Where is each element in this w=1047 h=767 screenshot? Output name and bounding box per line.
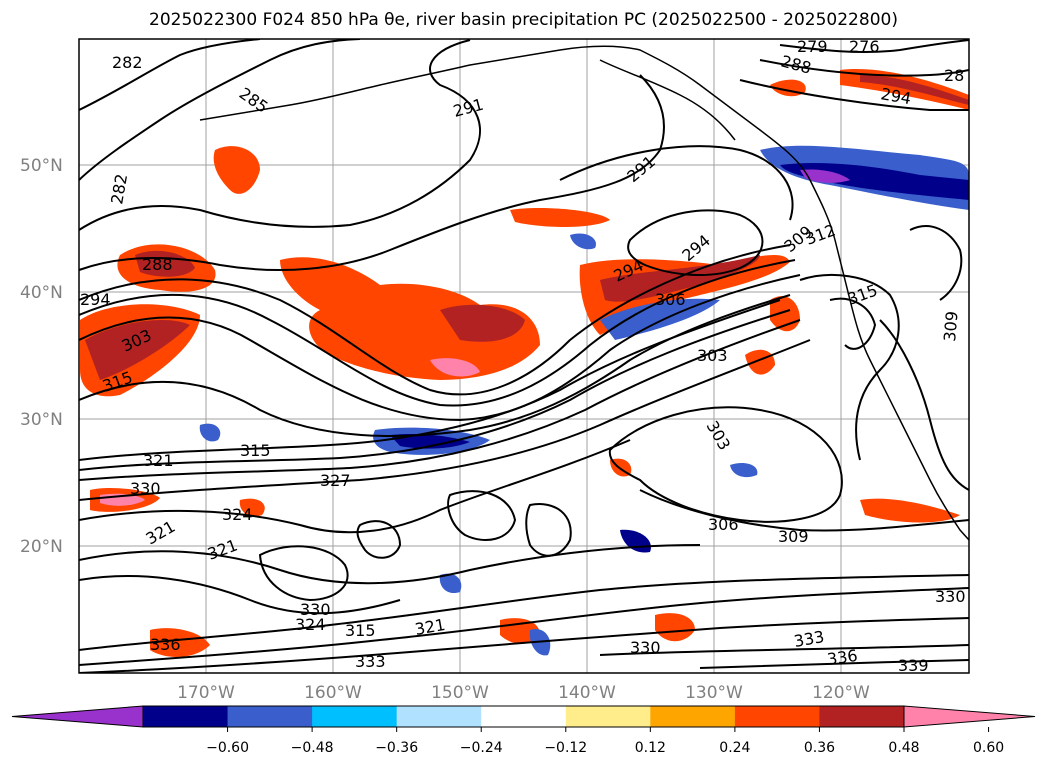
contour-label: 330: [630, 638, 661, 657]
contour-label: 309: [940, 310, 962, 342]
colorbar-tick-label: −0.12: [544, 740, 587, 756]
map-panel: 282 285 291 282 288 294 303 315 321 330 …: [78, 37, 970, 675]
colorbar-tick-label: 0.24: [719, 740, 750, 756]
contour-label: 294: [80, 290, 111, 309]
colorbar-swatch: [396, 706, 482, 727]
coastlines: [199, 45, 969, 541]
negative-pc-shading: [199, 145, 969, 656]
lat-label: 40°N: [20, 283, 63, 303]
colorbar-tick-label: −0.48: [291, 740, 334, 756]
colorbar-tick-label: 0.60: [973, 740, 1004, 756]
contour-label: 279: [797, 37, 828, 56]
lon-label: 160°W: [304, 683, 362, 703]
contour-label: 339: [898, 656, 929, 675]
lat-label: 50°N: [20, 156, 63, 176]
lon-label: 150°W: [431, 683, 489, 703]
contour-label: 330: [130, 479, 161, 498]
colorbar-swatch: [312, 706, 398, 727]
colorbar-swatch: [481, 706, 567, 727]
map-frame: [78, 38, 970, 674]
contour-label: 288: [142, 255, 173, 274]
contour-label: 330: [300, 600, 331, 619]
contour-label: 282: [112, 53, 143, 72]
colorbar-swatch: [227, 706, 313, 727]
contour-label: 330: [935, 587, 966, 606]
contour-label: 306: [708, 515, 739, 534]
colorbar-tick-label: −0.60: [206, 740, 249, 756]
colorbar-max-extend: [903, 705, 1036, 728]
colorbar: −0.60 −0.48 −0.36 −0.24 −0.12 0.12 0.24 0.36 0.4…: [11, 705, 1036, 756]
lon-label: 120°W: [812, 683, 870, 703]
colorbar-frame: [142, 705, 905, 728]
contour-label: 276: [849, 37, 880, 56]
lat-label: 20°N: [20, 537, 63, 557]
contour-label: 315: [240, 441, 271, 460]
contour-label: 315: [345, 621, 376, 640]
contour-label: 324: [295, 615, 326, 634]
lon-label: 130°W: [685, 683, 743, 703]
colorbar-swatch: [143, 706, 229, 727]
colorbar-swatch: [565, 706, 651, 727]
contour-label: 28: [944, 66, 964, 85]
colorbar-swatch: [819, 706, 905, 727]
contour-label: 336: [150, 635, 181, 654]
colorbar-swatch: [650, 706, 736, 727]
contour-label: 327: [320, 471, 351, 490]
colorbar-min-extend: [11, 705, 144, 728]
colorbar-tick-label: 0.12: [635, 740, 666, 756]
contour-label: 336: [826, 646, 859, 669]
contour-label: 324: [222, 505, 253, 524]
colorbar-tick-label: 0.36: [804, 740, 835, 756]
contour-label: 333: [355, 652, 386, 671]
contour-label: 321: [143, 451, 174, 470]
theta-e-contours: [79, 39, 969, 673]
longitude-labels: 170°W 160°W 150°W 140°W 130°W 120°W: [177, 683, 870, 703]
contour-label: 309: [778, 527, 809, 546]
contour-label: 303: [697, 346, 728, 365]
map-title: 2025022300 F024 850 hPa θe, river basin …: [149, 10, 898, 30]
lon-label: 140°W: [558, 683, 616, 703]
colorbar-tick-label: −0.36: [375, 740, 418, 756]
lon-label: 170°W: [177, 683, 235, 703]
contour-label: 306: [655, 290, 686, 309]
colorbar-tick-label: 0.48: [888, 740, 919, 756]
colorbar-swatch: [734, 706, 820, 727]
colorbar-tick-label: −0.24: [460, 740, 503, 756]
lat-label: 30°N: [20, 410, 63, 430]
latitude-labels: 50°N 40°N 30°N 20°N: [20, 156, 63, 557]
